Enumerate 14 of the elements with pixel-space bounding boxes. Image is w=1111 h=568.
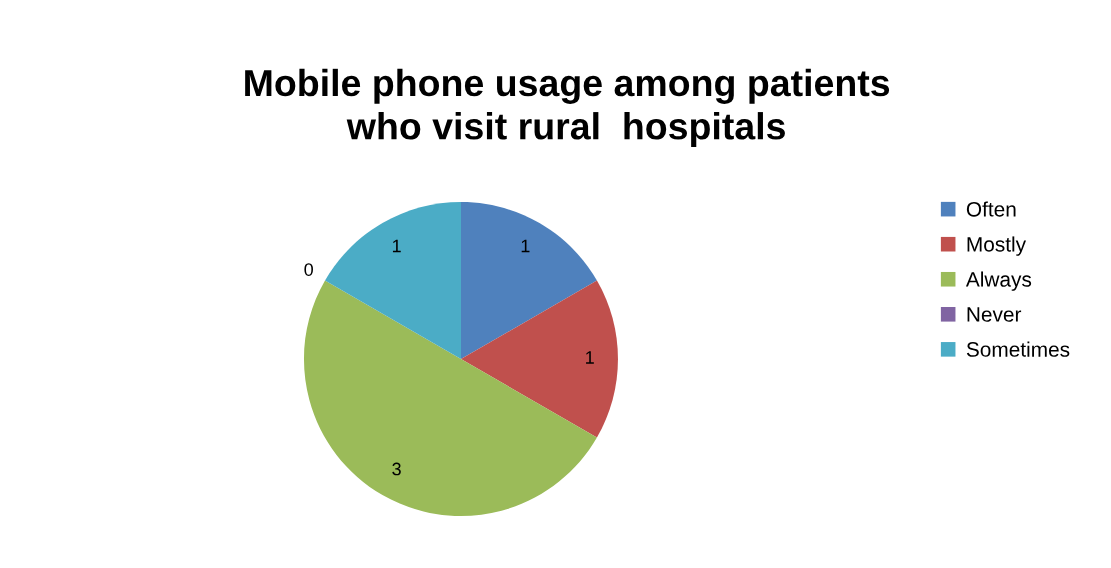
data-label: 3 bbox=[392, 462, 401, 476]
pie-slice bbox=[303, 280, 597, 517]
legend-label: Always bbox=[965, 271, 1032, 291]
legend-label: Often bbox=[966, 201, 1016, 217]
data-label: 1 bbox=[521, 239, 530, 253]
text: 0 bbox=[304, 263, 313, 276]
pie-slice bbox=[325, 202, 461, 360]
legend-label: Sometimes bbox=[966, 341, 1070, 357]
data-label: 1 bbox=[586, 351, 594, 364]
legend-label: Mostly bbox=[967, 236, 1027, 256]
pie-slice bbox=[460, 280, 618, 438]
legend-label: Never bbox=[967, 307, 1022, 322]
data-label: 1 bbox=[392, 239, 401, 253]
chart-title: Mobile phone usage among patients who visit rural hospitals bbox=[245, 68, 890, 148]
